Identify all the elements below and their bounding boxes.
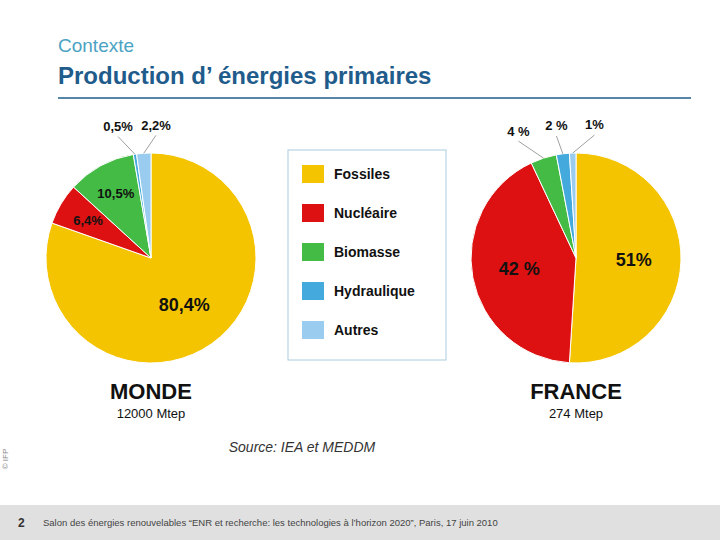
legend-swatch [302, 165, 324, 183]
slices [46, 153, 256, 363]
footer-text: Salon des énergies renouvelables “ENR et… [43, 517, 498, 528]
chart-title: MONDE [110, 379, 192, 404]
data-labels: 80,4% 6,4% 10,5% 0,5% 2,2% [73, 118, 210, 316]
data-label: 1% [585, 117, 604, 132]
chart-subtitle: 12000 Mtep [117, 406, 186, 421]
data-label: 2,2% [141, 118, 171, 133]
legend-frame [288, 150, 446, 360]
slice-autres [569, 153, 576, 258]
data-label: 0,5% [103, 119, 133, 134]
pie-chart: 80,4% 6,4% 10,5% 0,5% 2,2% [46, 118, 256, 363]
slice-fossiles [569, 153, 681, 363]
legend-entry: Autres [334, 322, 379, 338]
heading: Contexte [58, 35, 134, 56]
slice-fossiles [46, 153, 256, 363]
data-label: 80,4% [159, 295, 210, 315]
legend-swatch [302, 321, 324, 339]
data-label: 10,5% [97, 186, 134, 201]
leader-line [118, 136, 135, 154]
legend-swatch [302, 282, 324, 300]
page: Contexte Production d’ énergies primaires… [0, 0, 720, 540]
legend-entry: Nucléaire [334, 205, 397, 221]
leader-line [144, 135, 156, 153]
data-label: 4 % [507, 124, 530, 139]
data-label: 6,4% [73, 213, 103, 228]
leader-line [518, 141, 543, 158]
data-label: 42 % [499, 259, 540, 279]
leader-line [556, 136, 562, 154]
source: Source: IEA et MEDDM [229, 439, 376, 455]
pie-chart: 51% 42 % 4 % 2 % 1% [471, 117, 681, 363]
chart-title: FRANCE [530, 379, 622, 404]
slide-number: 2 [18, 516, 25, 530]
legend-entry: Hydraulique [334, 283, 415, 299]
data-label: 51% [616, 250, 652, 270]
title-rule [58, 97, 691, 99]
data-label: 2 % [545, 118, 568, 133]
slice-autres [137, 153, 151, 258]
slices [471, 153, 681, 363]
slice-hydraulique [556, 153, 576, 258]
leader-line [573, 135, 595, 153]
title: Production d’ énergies primaires [58, 62, 431, 89]
footer-bar [0, 505, 720, 540]
legend-entry: Biomasse [334, 244, 400, 260]
legend-swatch [302, 243, 324, 261]
data-labels: 51% 42 % 4 % 2 % 1% [499, 117, 652, 279]
credit: © IFP [1, 449, 10, 470]
legend-swatch [302, 204, 324, 222]
legend-entry: Fossiles [334, 166, 390, 182]
legend: Fossiles Nucléaire Biomasse Hydraulique Autr… [288, 150, 446, 360]
chart-subtitle: 274 Mtep [549, 406, 603, 421]
